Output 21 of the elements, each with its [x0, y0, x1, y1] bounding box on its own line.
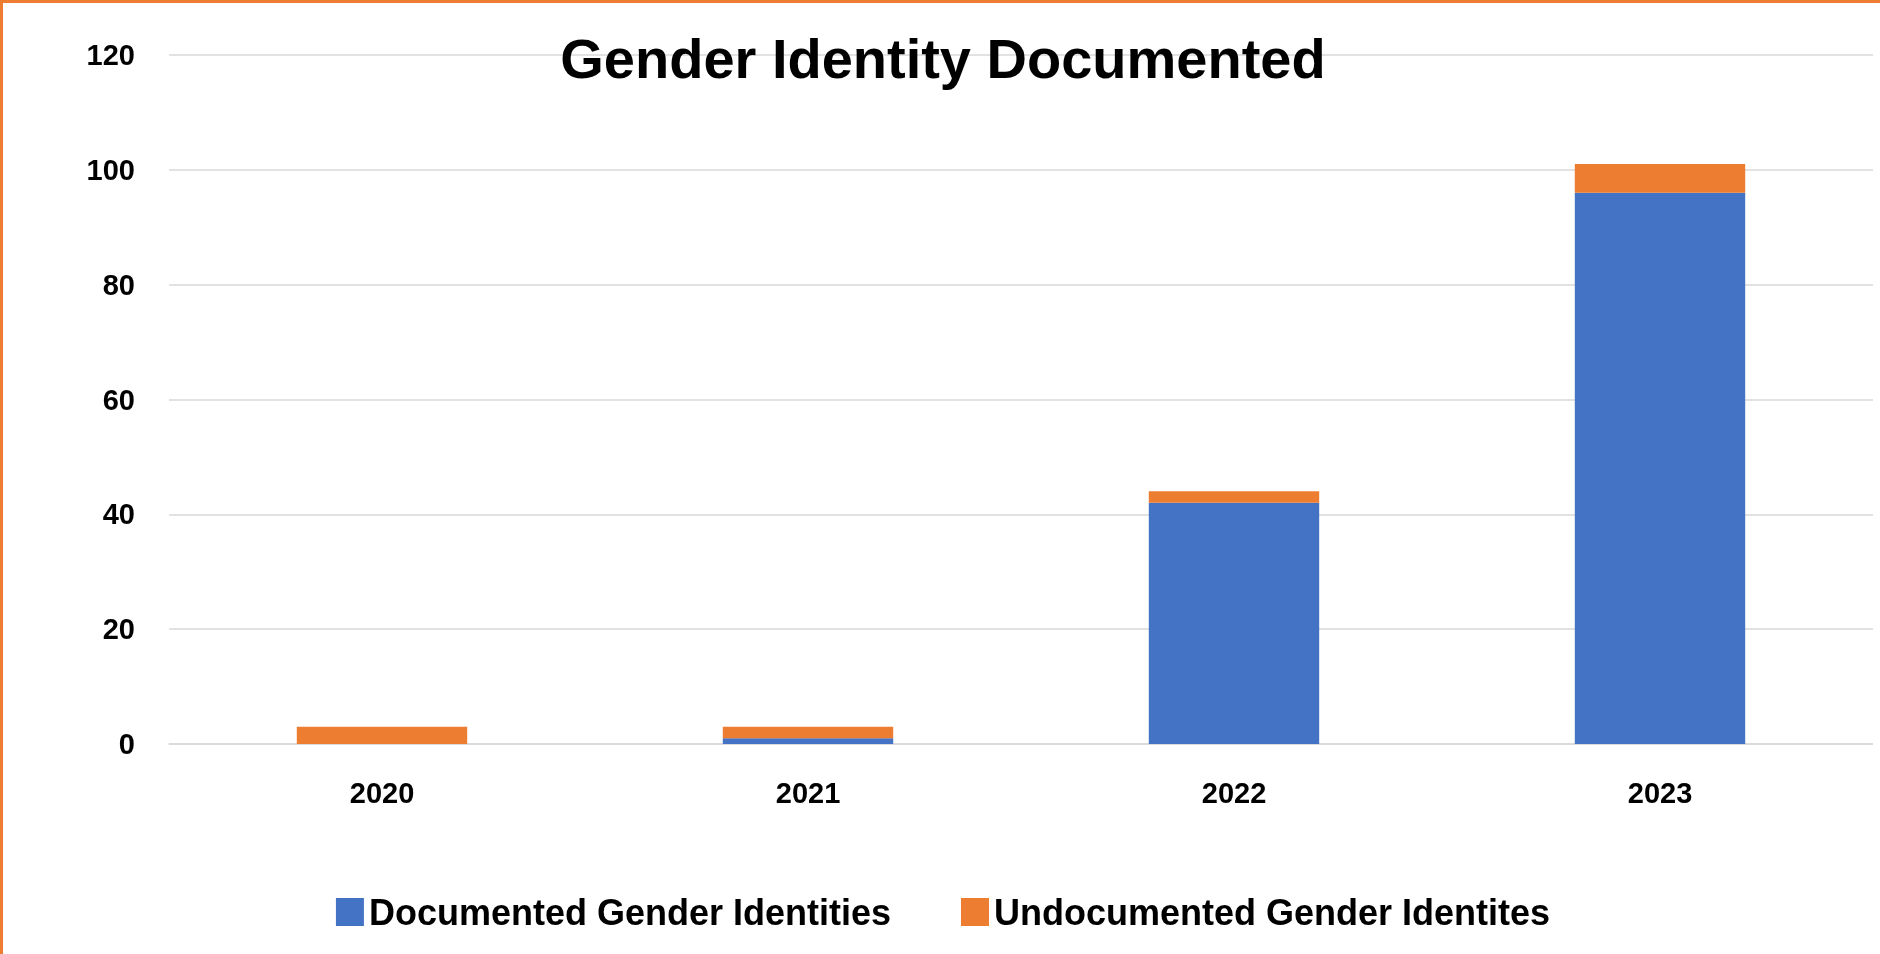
legend-label: Documented Gender Identities	[368, 891, 892, 933]
x-tick-label: 2022	[1201, 776, 1267, 809]
legend-label: Undocumented Gender Identites	[994, 891, 1551, 933]
y-tick-label: 40	[102, 498, 135, 531]
bar	[1574, 164, 1746, 193]
bar	[1574, 192, 1746, 744]
y-tick-label: 120	[86, 39, 135, 71]
x-tick-label: 2020	[349, 776, 415, 809]
x-tick-label: 2021	[775, 776, 841, 809]
y-tick-label: 0	[118, 728, 135, 760]
bar	[1148, 502, 1320, 744]
y-tick-label: 60	[102, 383, 135, 416]
bar	[296, 726, 468, 744]
y-tick-label: 20	[102, 613, 135, 646]
bar	[722, 738, 894, 744]
y-tick-label: 80	[102, 268, 135, 301]
x-tick-label: 2023	[1627, 776, 1693, 809]
bar	[1148, 491, 1320, 503]
bar	[722, 726, 894, 739]
chart-title: Gender Identity Documented	[560, 26, 1326, 90]
y-tick-label: 100	[86, 153, 135, 186]
